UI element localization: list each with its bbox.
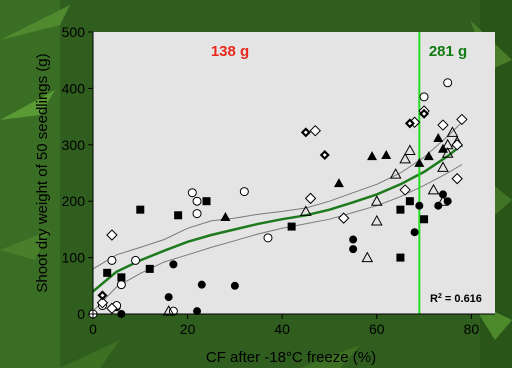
data-point	[220, 211, 231, 221]
data-point	[192, 196, 202, 206]
x-axis: 0 20 40 60 80	[89, 313, 495, 337]
data-point	[410, 228, 419, 237]
data-point	[404, 144, 416, 155]
y-tick-label: 100	[62, 250, 86, 266]
data-point	[370, 195, 383, 206]
data-point	[399, 152, 411, 164]
ci-upper-line	[92, 121, 463, 270]
data-point	[443, 78, 453, 88]
data-point	[106, 302, 118, 315]
data-point	[162, 305, 175, 316]
data-point	[131, 255, 141, 265]
data-point	[192, 209, 202, 219]
data-point	[145, 264, 154, 273]
data-point	[239, 187, 249, 197]
data-point	[107, 255, 117, 265]
data-point	[420, 215, 429, 224]
data-point-inner	[422, 111, 427, 116]
data-point	[451, 172, 463, 185]
data-point	[361, 251, 374, 263]
data-point	[446, 126, 459, 137]
data-point	[263, 233, 273, 243]
y-axis: 0 100 200 300 400 500	[62, 24, 94, 322]
data-point	[419, 92, 429, 102]
data-point	[169, 260, 178, 269]
data-point	[370, 214, 383, 226]
plot-area	[93, 32, 495, 314]
data-point	[309, 124, 321, 137]
data-point	[437, 161, 449, 172]
r2-annotation: R2 = 0.616	[430, 293, 482, 305]
data-point	[438, 190, 447, 199]
data-point	[443, 197, 452, 206]
data-point	[389, 168, 402, 179]
data-point-inner	[322, 152, 327, 157]
data-point	[187, 188, 197, 198]
data-point	[414, 157, 425, 167]
data-point	[299, 205, 312, 216]
data-point	[337, 212, 350, 224]
data-point	[396, 205, 405, 214]
y-tick-label: 400	[62, 80, 86, 96]
y-axis-label: Shoot dry weight of 50 seedlings (g)	[34, 53, 51, 292]
data-point	[396, 253, 405, 262]
data-point	[96, 297, 109, 309]
data-point	[287, 222, 296, 231]
data-point	[381, 149, 392, 159]
data-point	[349, 235, 358, 244]
data-point	[423, 151, 434, 161]
data-point	[434, 201, 443, 210]
data-point	[415, 201, 424, 210]
y-tick-label: 0	[77, 306, 85, 322]
fit-curve-group	[92, 143, 463, 293]
data-point	[230, 281, 239, 290]
data-point-inner	[100, 293, 105, 298]
data-point	[103, 268, 112, 277]
data-point	[437, 119, 449, 131]
fit-curve	[92, 143, 463, 293]
data-point	[456, 113, 468, 126]
data-point	[433, 133, 444, 143]
data-point	[197, 280, 206, 289]
x-tick-label: 80	[464, 321, 480, 337]
y-tick-label: 200	[62, 193, 86, 209]
data-point	[441, 138, 454, 150]
data-point	[136, 205, 145, 214]
x-tick-label: 40	[274, 321, 290, 337]
data-point	[333, 178, 344, 188]
data-point	[202, 197, 211, 206]
data-point	[451, 139, 463, 151]
y-tick-label: 300	[62, 137, 86, 153]
data-point-inner	[407, 121, 412, 126]
data-point	[405, 197, 414, 206]
x-axis-label: CF after -18°C freeze (%)	[206, 349, 376, 366]
x-tick-label: 0	[89, 321, 97, 337]
data-point	[117, 273, 126, 282]
data-point	[164, 293, 173, 302]
confidence-band-group	[92, 121, 463, 312]
data-point	[349, 245, 358, 254]
data-point	[427, 183, 440, 195]
data-point	[193, 307, 202, 316]
data-point	[367, 151, 378, 161]
data-point	[174, 211, 183, 220]
ci-lower-line	[92, 164, 463, 312]
right-region-label: 281 g	[429, 43, 467, 60]
data-markers	[88, 78, 468, 319]
data-point	[116, 280, 126, 290]
x-tick-label: 60	[369, 321, 385, 337]
data-point	[106, 229, 118, 241]
x-tick-label: 20	[180, 321, 196, 337]
data-point	[399, 184, 411, 196]
data-point-inner	[303, 130, 308, 135]
y-tick-label: 500	[62, 24, 86, 40]
left-region-label: 138 g	[211, 43, 249, 60]
data-point	[304, 192, 317, 205]
data-point	[441, 147, 454, 158]
data-point	[437, 195, 449, 206]
